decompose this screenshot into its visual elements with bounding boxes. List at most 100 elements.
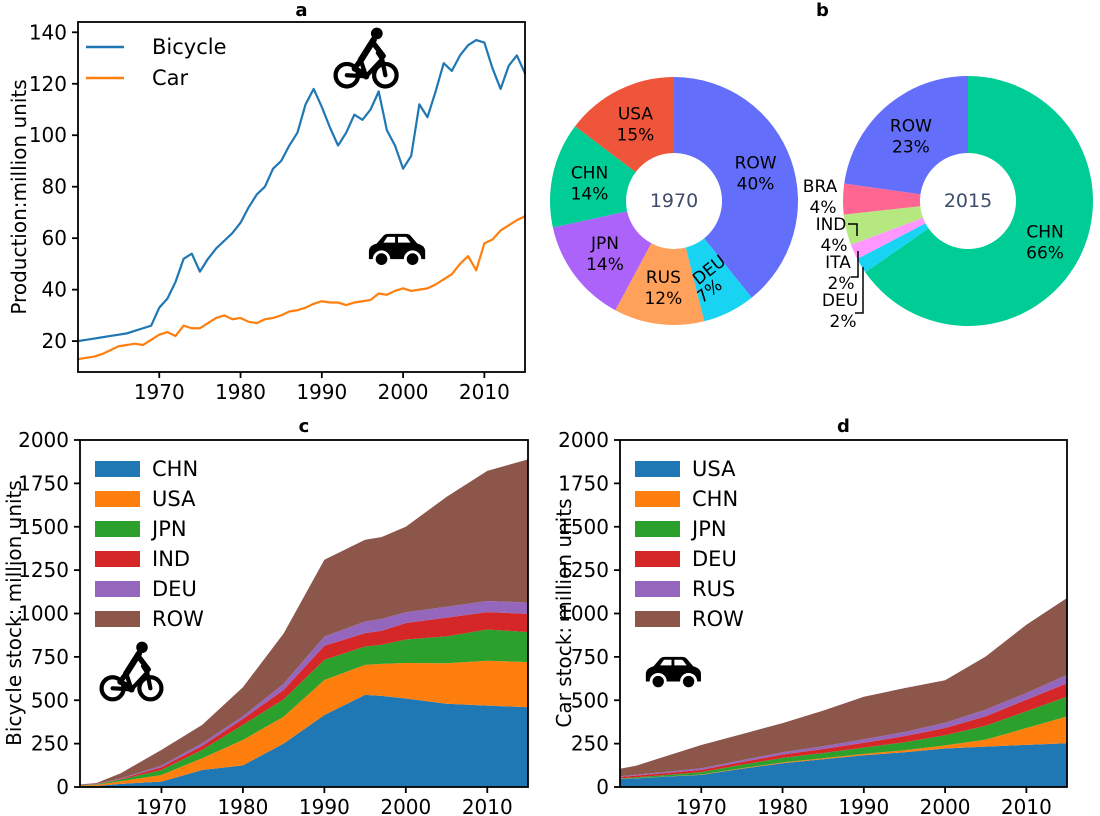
bike-frame [351, 57, 367, 76]
y-tick-label: 40 [42, 278, 67, 302]
x-tick-label: 1990 [838, 795, 889, 816]
legend-label-row: ROW [152, 607, 204, 631]
x-tick-label: 1990 [296, 380, 347, 404]
y-tick-label: 120 [29, 72, 67, 96]
bike-frame [135, 653, 151, 673]
slice-pct-outside: 4% [821, 236, 848, 256]
car-wheel [682, 675, 695, 688]
slice-row [674, 77, 798, 298]
legend-swatch-chn [95, 461, 140, 477]
car-window-front [660, 659, 672, 666]
slice-label: JPN [590, 234, 619, 254]
slice-row [844, 76, 968, 195]
area-chn [80, 694, 528, 787]
panel-d-title: d [837, 416, 850, 437]
legend: CHN USA JPN IND DEU ROW [95, 457, 204, 631]
slice-label: CHN [1026, 222, 1063, 242]
slice-pct: 15% [617, 126, 655, 146]
panel-c-title: c [298, 416, 310, 437]
y-tick-label: 80 [42, 175, 67, 199]
legend-label-chn: CHN [692, 487, 738, 511]
legend-label-deu: DEU [152, 577, 197, 601]
slice-rus [615, 243, 705, 325]
legend-swatch-rus [635, 581, 680, 597]
slice-pct: 14% [586, 255, 624, 275]
x-tick-label: 1970 [676, 795, 727, 816]
y-tick-label: 1750 [18, 471, 69, 495]
rider-head [370, 27, 383, 40]
bike-front-wheel [137, 675, 164, 702]
car-window-front [383, 236, 396, 243]
legend: USA CHN JPN DEU RUS ROW [635, 457, 744, 631]
slice-label-outside: DEU [822, 291, 858, 311]
bike-frame [110, 686, 134, 692]
bike-frame [344, 73, 369, 79]
y-tick-label: 1500 [558, 515, 609, 539]
slice-label: ROW [890, 116, 932, 136]
area-jpn [80, 629, 528, 786]
slice-pct-outside: 2% [828, 274, 855, 294]
y-tick-label: 1250 [558, 558, 609, 582]
slice-pct-outside: 2% [830, 312, 857, 332]
slice-pct: 14% [571, 184, 609, 204]
donut-center-year: 2015 [944, 190, 992, 212]
y-tick-label: 0 [56, 775, 69, 799]
slice-label-outside: BRA [803, 177, 838, 197]
legend-swatch-deu [635, 551, 680, 567]
y-tick-label: 1000 [558, 602, 609, 626]
legend-label-ind: IND [152, 547, 190, 571]
y-tick-label: 500 [571, 688, 609, 712]
x-tick-label: 1970 [136, 795, 187, 816]
legend-swatch-chn [635, 491, 680, 507]
y-tick-label: 1750 [558, 471, 609, 495]
car-window-rear [398, 236, 411, 243]
plot-frame [77, 21, 526, 373]
car-wheel [375, 253, 388, 265]
bike-frame [117, 670, 133, 689]
x-tick-label: 1970 [134, 380, 185, 404]
area-row [620, 598, 1067, 777]
area-usa [620, 743, 1067, 787]
panel-b-title: b [816, 0, 829, 21]
panel-d: 1970 1980 1990 2000 2010 0 250 500 750 1000 1250 15… [558, 428, 1068, 816]
legend-label-chn: CHN [152, 457, 198, 481]
slice-label: RUS [646, 268, 681, 288]
slice-pct: 66% [1026, 243, 1064, 263]
panel-c: 1970 1980 1990 2000 2010 0 250 500 750 1000 1250 15… [18, 428, 529, 816]
area-usa [80, 660, 528, 787]
slice-label: ROW [735, 153, 777, 173]
x-tick-label: 1990 [299, 795, 350, 816]
y-tick-label: 500 [31, 688, 69, 712]
bicycle-icon [99, 641, 164, 702]
slice-label-outside: ITA [825, 253, 851, 273]
bicycle-icon [333, 27, 399, 89]
slice-pct: 40% [737, 174, 775, 194]
legend-label-bicycle: Bicycle [152, 35, 227, 59]
y-tick-label: 250 [571, 732, 609, 756]
slice-label: CHN [571, 163, 608, 183]
x-tick-label: 2010 [459, 380, 510, 404]
x-tick-label: 2000 [380, 795, 431, 816]
panel-c-y-axis-label: Bicycle stock: million units [2, 480, 26, 746]
leader-line-ita [851, 251, 859, 278]
legend-swatch-row [95, 611, 140, 627]
x-tick-label: 1980 [757, 795, 808, 816]
slice-chn [865, 76, 1094, 326]
rider-head [136, 641, 148, 654]
y-tick-label: 100 [29, 123, 67, 147]
slice-pct-outside: 4% [810, 198, 837, 218]
y-tick-label: 2000 [558, 428, 609, 452]
bike-front-wheel [371, 61, 399, 89]
donut-center-year: 1970 [650, 190, 698, 212]
x-tick-label: 2010 [462, 795, 513, 816]
slice-bra [843, 183, 921, 215]
legend-swatch-jpn [95, 521, 140, 537]
legend: Bicycle Car [86, 35, 227, 90]
x-tick-label: 1980 [217, 795, 268, 816]
car-window-rear [674, 659, 687, 666]
y-tick-label: 2000 [18, 428, 69, 452]
area-ind [80, 612, 528, 786]
